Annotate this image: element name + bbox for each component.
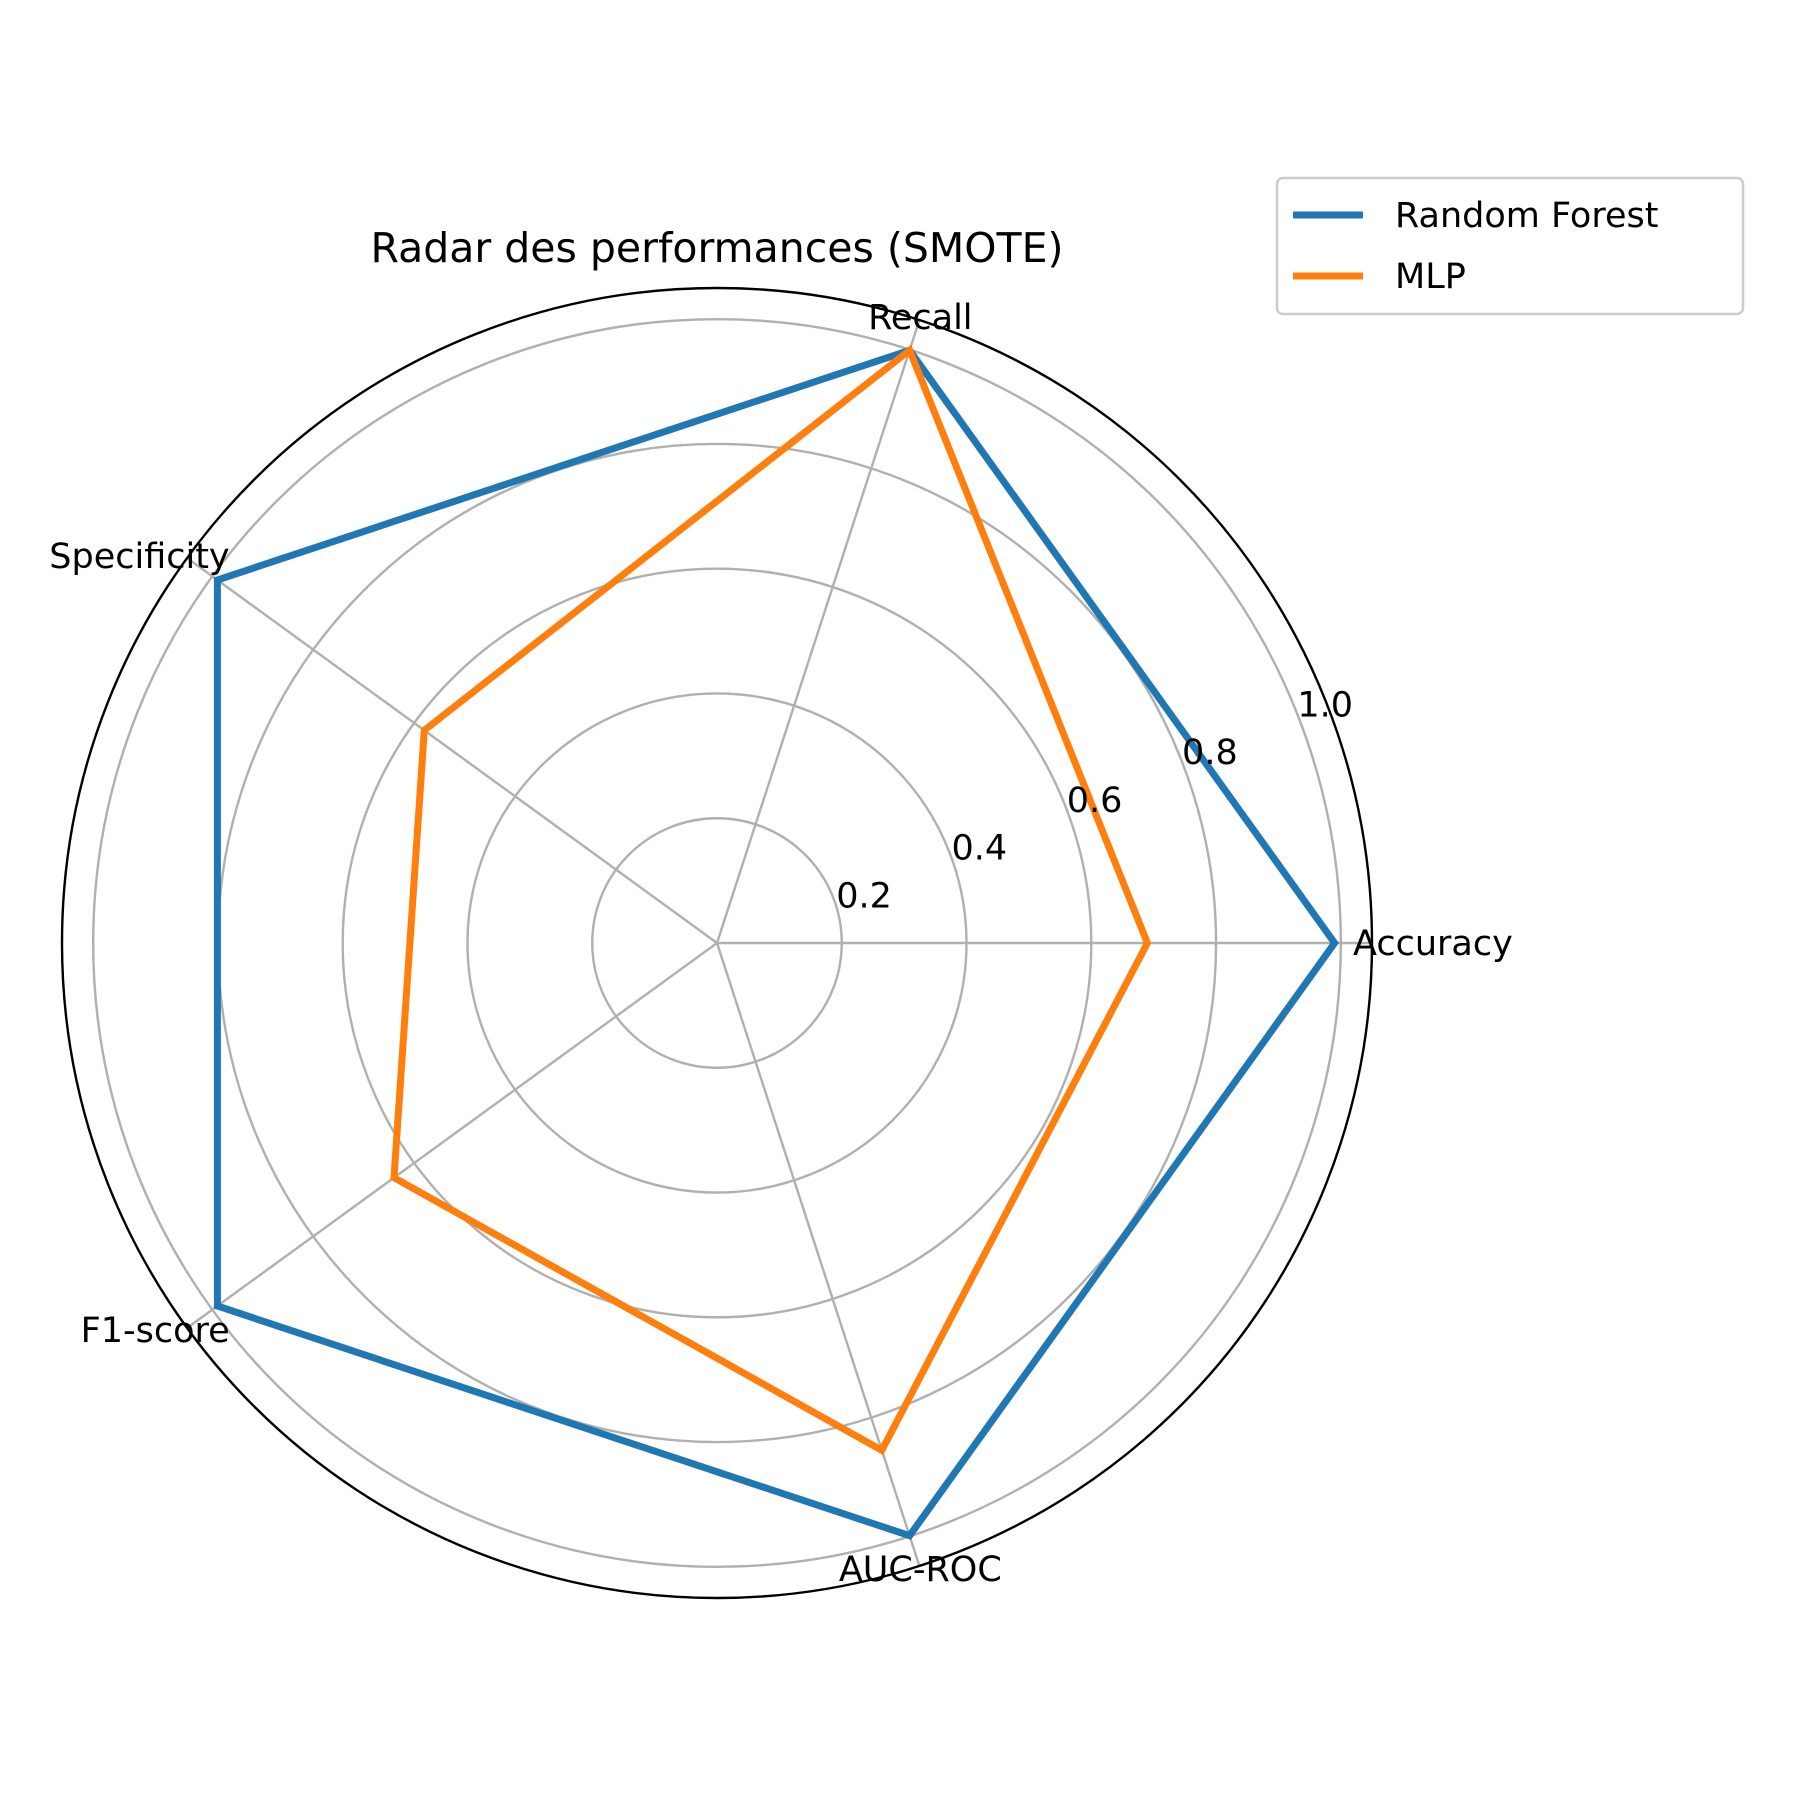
category-label: Specificity [49, 537, 229, 577]
category-label: Accuracy [1353, 924, 1513, 964]
r-tick-label: 0.6 [1067, 781, 1123, 821]
grid-spoke [715, 942, 921, 1567]
grid-layer [60, 286, 1374, 1600]
r-tick-label: 0.2 [836, 876, 892, 916]
label-layer: 0.2 0.4 0.6 0.8 1.0 Accuracy Recall Specificity… [49, 298, 1513, 1590]
r-tick-label: 0.4 [952, 829, 1008, 869]
legend-label: Random Forest [1395, 196, 1658, 236]
category-label: F1-score [81, 1311, 230, 1351]
grid-spoke [186, 557, 718, 944]
category-label: Recall [868, 298, 972, 338]
r-tick-label: 0.8 [1182, 733, 1238, 773]
series-layer [213, 344, 1339, 1540]
chart-title: Radar des performances (SMOTE) [371, 224, 1064, 272]
grid-spoke [186, 942, 718, 1329]
r-tick-label: 1.0 [1297, 685, 1353, 725]
category-label: AUC-ROC [839, 1550, 1002, 1590]
series-line-mlp [390, 344, 1152, 1456]
legend: Random Forest MLP [1275, 176, 1745, 316]
grid-spoke [715, 319, 921, 944]
legend-frame [1275, 176, 1745, 316]
polar-frame [60, 286, 1374, 1600]
series-line-random-forest [213, 346, 1339, 1540]
legend-label: MLP [1395, 257, 1466, 297]
